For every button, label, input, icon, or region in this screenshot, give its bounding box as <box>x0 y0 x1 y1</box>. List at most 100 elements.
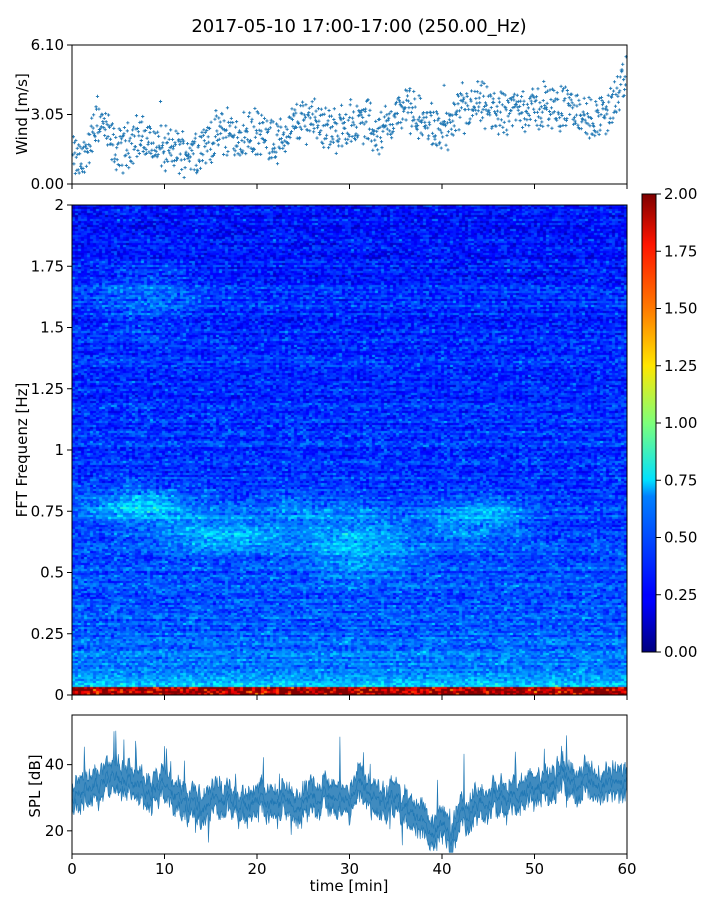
wind-point <box>288 132 293 136</box>
wind-point <box>507 111 512 116</box>
wind-point <box>438 128 442 132</box>
wind-point <box>582 96 586 100</box>
wind-point <box>89 124 93 128</box>
wind-point <box>304 142 309 147</box>
wind-point <box>515 100 519 104</box>
wind-point <box>268 126 272 130</box>
wind-point <box>617 108 621 112</box>
wind-point <box>541 98 545 103</box>
wind-point <box>468 117 472 121</box>
wind-point <box>427 134 431 138</box>
wind-point <box>375 129 379 133</box>
wind-point <box>557 112 561 116</box>
wind-point <box>253 106 257 111</box>
wind-point <box>207 140 211 144</box>
wind-point <box>494 113 499 117</box>
spl-ylabel: SPL [dB] <box>26 754 44 817</box>
wind-point <box>439 146 443 150</box>
wind-point <box>173 143 178 147</box>
wind-point <box>408 86 412 91</box>
wind-point <box>345 141 349 145</box>
wind-point <box>523 130 527 134</box>
wind-point <box>229 116 233 120</box>
wind-point <box>321 141 325 146</box>
wind-point <box>473 108 477 112</box>
wind-point <box>487 111 491 115</box>
wind-point <box>437 116 441 120</box>
wind-point <box>203 145 207 149</box>
wind-point <box>361 115 365 120</box>
wind-point <box>298 125 302 129</box>
wind-point <box>157 134 161 138</box>
wind-point <box>191 152 195 156</box>
wind-point <box>407 89 412 93</box>
wind-point <box>353 138 358 142</box>
wind-point <box>126 121 130 125</box>
wind-point <box>176 131 180 136</box>
wind-point <box>444 143 448 147</box>
wind-point <box>79 164 83 168</box>
wind-point <box>598 128 602 132</box>
wind-point <box>378 125 382 129</box>
wind-point <box>562 99 566 103</box>
wind-point <box>228 132 232 136</box>
wind-point <box>367 127 372 131</box>
wind-point <box>236 152 240 156</box>
wind-point <box>218 120 222 124</box>
wind-point <box>536 87 540 91</box>
wind-point <box>387 112 391 116</box>
wind-point <box>521 89 525 94</box>
wind-point <box>619 82 623 87</box>
wind-point <box>246 145 250 149</box>
wind-point <box>518 119 522 123</box>
wind-point <box>131 128 135 132</box>
wind-point <box>489 105 493 110</box>
wind-point <box>595 103 599 107</box>
wind-point <box>599 113 603 117</box>
wind-point <box>313 115 317 119</box>
wind-point <box>155 145 159 149</box>
wind-point <box>334 151 338 155</box>
wind-point <box>106 134 110 139</box>
wind-point <box>257 141 261 145</box>
wind-point <box>359 113 363 117</box>
wind-point <box>433 134 438 138</box>
wind-point <box>514 118 518 122</box>
wind-point <box>546 124 550 128</box>
wind-point <box>128 155 132 159</box>
wind-point <box>246 138 250 142</box>
wind-point <box>526 111 530 116</box>
wind-point <box>481 116 485 120</box>
wind-point <box>97 107 101 111</box>
wind-point <box>144 148 148 152</box>
wind-point <box>208 158 212 162</box>
wind-point <box>128 136 132 140</box>
wind-point <box>604 105 608 109</box>
wind-point <box>250 149 255 154</box>
wind-point <box>87 142 91 147</box>
wind-point <box>348 115 352 120</box>
wind-point <box>162 149 166 154</box>
wind-point <box>221 127 225 131</box>
wind-point <box>620 70 624 74</box>
wind-point <box>589 116 594 120</box>
wind-point <box>328 126 333 130</box>
wind-point <box>84 164 89 168</box>
wind-point <box>475 90 479 94</box>
wind-point <box>416 136 421 141</box>
wind-point <box>594 99 598 104</box>
wind-point <box>208 126 212 130</box>
wind-point <box>539 116 543 120</box>
wind-point <box>530 102 534 106</box>
wind-point <box>500 103 504 107</box>
wind-point <box>206 135 210 139</box>
wind-point <box>332 117 336 122</box>
wind-point <box>481 107 485 111</box>
wind-point <box>367 113 371 117</box>
wind-point <box>193 136 197 140</box>
wind-point <box>456 94 461 98</box>
wind-point <box>226 149 230 154</box>
spectrogram-panel: 0 0.25 0.5 0.75 1 1.25 1.5 1.75 2 FFT Frequenz [… <box>13 196 628 704</box>
wind-point <box>492 91 496 95</box>
wind-point <box>78 145 82 149</box>
